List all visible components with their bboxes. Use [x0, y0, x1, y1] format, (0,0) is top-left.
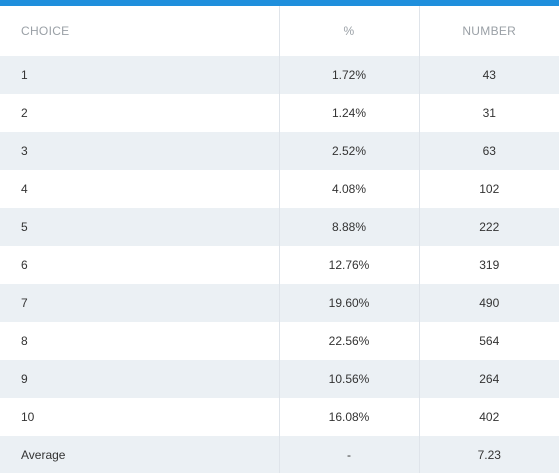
cell-percent: 2.52% [278, 132, 419, 170]
cell-choice: 5 [0, 208, 279, 246]
table-row: 2 1.24% 31 [0, 94, 559, 132]
average-row: Average - 7.23 [0, 436, 559, 473]
cell-choice: Average [0, 436, 279, 473]
cell-number: 31 [418, 94, 559, 132]
header-percent: % [278, 6, 419, 56]
table-row: 3 2.52% 63 [0, 132, 559, 170]
cell-choice: 1 [0, 56, 279, 94]
cell-percent: 8.88% [278, 208, 419, 246]
results-table: CHOICE % NUMBER 1 1.72% 43 2 1.24% 31 3 … [0, 6, 559, 473]
cell-number: 490 [418, 284, 559, 322]
cell-number: 102 [418, 170, 559, 208]
cell-number: 264 [418, 360, 559, 398]
cell-choice: 4 [0, 170, 279, 208]
cell-number: 319 [418, 246, 559, 284]
table-row: 7 19.60% 490 [0, 284, 559, 322]
table-row: 9 10.56% 264 [0, 360, 559, 398]
accent-top-bar [0, 0, 559, 6]
cell-percent: 19.60% [278, 284, 419, 322]
table-row: 6 12.76% 319 [0, 246, 559, 284]
cell-number: 7.23 [418, 436, 559, 473]
cell-percent: 1.24% [278, 94, 419, 132]
cell-percent: 22.56% [278, 322, 419, 360]
cell-choice: 2 [0, 94, 279, 132]
cell-choice: 10 [0, 398, 279, 436]
table-row: 8 22.56% 564 [0, 322, 559, 360]
table-row: 10 16.08% 402 [0, 398, 559, 436]
cell-percent: 1.72% [278, 56, 419, 94]
header-choice: CHOICE [0, 6, 279, 56]
cell-number: 222 [418, 208, 559, 246]
table-row: 4 4.08% 102 [0, 170, 559, 208]
cell-number: 564 [418, 322, 559, 360]
cell-percent: 16.08% [278, 398, 419, 436]
cell-percent: 12.76% [278, 246, 419, 284]
cell-choice: 7 [0, 284, 279, 322]
cell-number: 63 [418, 132, 559, 170]
cell-percent: 4.08% [278, 170, 419, 208]
cell-number: 43 [418, 56, 559, 94]
cell-choice: 9 [0, 360, 279, 398]
table-header-row: CHOICE % NUMBER [0, 6, 559, 56]
cell-choice: 6 [0, 246, 279, 284]
table-row: 5 8.88% 222 [0, 208, 559, 246]
cell-choice: 8 [0, 322, 279, 360]
cell-percent: 10.56% [278, 360, 419, 398]
cell-choice: 3 [0, 132, 279, 170]
header-number: NUMBER [418, 6, 559, 56]
table-row: 1 1.72% 43 [0, 56, 559, 94]
cell-percent: - [278, 436, 419, 473]
cell-number: 402 [418, 398, 559, 436]
